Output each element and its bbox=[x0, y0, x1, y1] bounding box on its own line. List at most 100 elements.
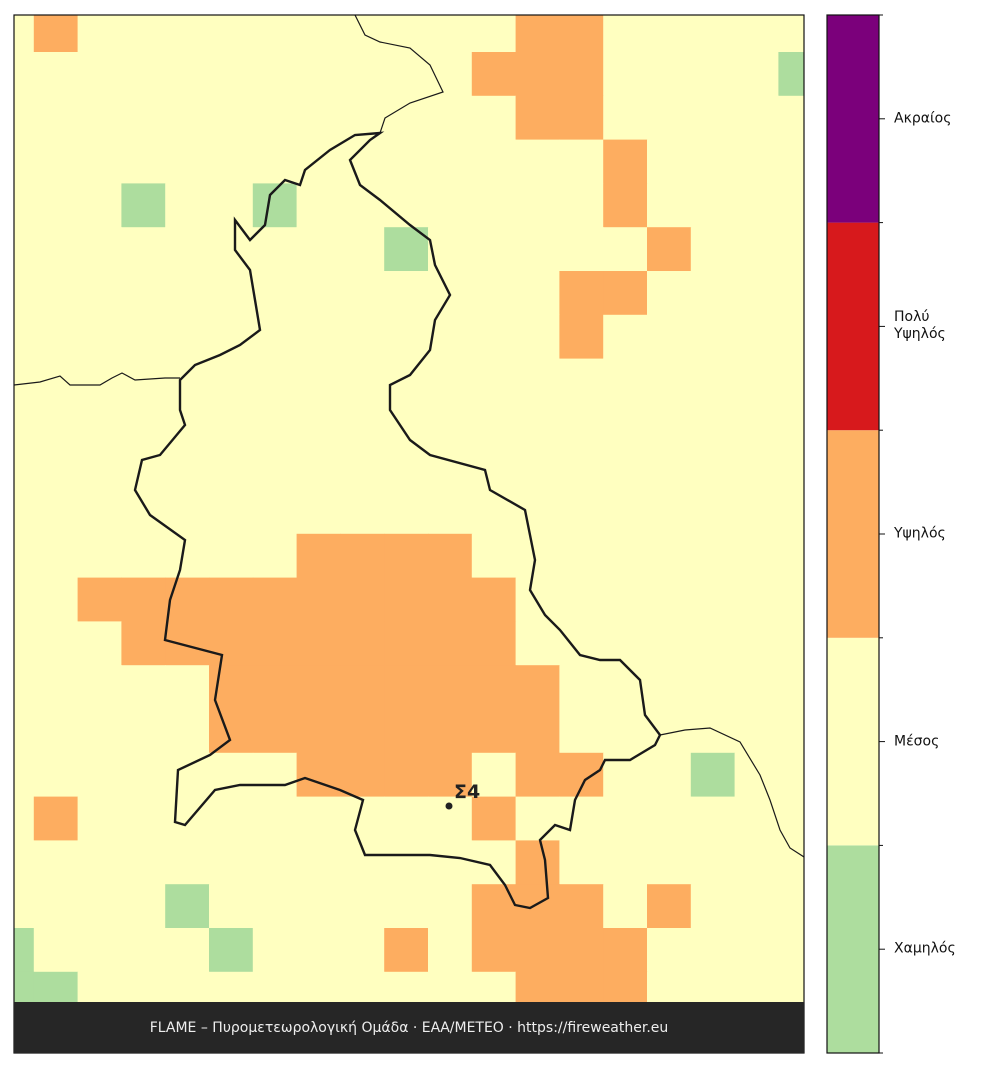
raster-cell bbox=[121, 52, 166, 97]
raster-cell bbox=[209, 95, 254, 141]
raster-cell bbox=[515, 446, 560, 491]
raster-cell bbox=[471, 227, 517, 272]
raster-cell bbox=[296, 402, 341, 447]
raster-cell bbox=[296, 15, 341, 53]
raster-cell bbox=[33, 314, 79, 360]
raster-cell bbox=[690, 446, 736, 491]
raster-cell bbox=[165, 358, 210, 403]
raster-cell bbox=[734, 271, 779, 316]
raster-cell bbox=[340, 665, 385, 710]
raster-cell bbox=[14, 15, 35, 53]
raster-cell bbox=[515, 402, 560, 447]
raster-cell bbox=[428, 928, 473, 973]
raster-cell bbox=[252, 665, 298, 710]
station-label: Σ4 bbox=[454, 781, 480, 803]
raster-cell bbox=[384, 139, 429, 184]
raster-cell bbox=[603, 577, 648, 622]
raster-cell bbox=[121, 314, 166, 360]
raster-cell bbox=[165, 183, 210, 228]
raster-cell bbox=[121, 577, 166, 622]
raster-cell bbox=[690, 665, 736, 710]
raster-cell bbox=[340, 577, 385, 622]
raster-cell bbox=[647, 446, 692, 491]
raster-cell bbox=[121, 490, 166, 535]
raster-cell bbox=[33, 183, 79, 228]
raster-cell bbox=[165, 928, 210, 973]
raster-cell bbox=[647, 271, 692, 316]
raster-cell bbox=[647, 840, 692, 885]
raster-cell bbox=[515, 621, 560, 666]
raster-cell bbox=[121, 183, 166, 228]
raster-cell bbox=[77, 490, 122, 535]
raster-cell bbox=[121, 15, 166, 53]
colorbar-label: Υψηλός bbox=[894, 525, 946, 542]
raster-cell bbox=[734, 358, 779, 403]
raster-cell bbox=[471, 314, 517, 360]
raster-cell bbox=[647, 227, 692, 272]
raster-cell bbox=[14, 446, 35, 491]
raster-cell bbox=[428, 752, 473, 798]
raster-cell bbox=[471, 796, 517, 841]
raster-cell bbox=[340, 709, 385, 754]
raster-cell bbox=[121, 139, 166, 184]
raster-cell bbox=[296, 183, 341, 228]
raster-cell bbox=[428, 665, 473, 710]
raster-cell bbox=[778, 15, 804, 53]
raster-cell bbox=[603, 490, 648, 535]
raster-cell bbox=[33, 796, 79, 841]
raster-cell bbox=[33, 709, 79, 754]
raster-cell bbox=[14, 314, 35, 360]
raster-cell bbox=[340, 928, 385, 973]
raster-cell bbox=[515, 840, 560, 885]
raster-cell bbox=[428, 971, 473, 1002]
raster-cell bbox=[14, 577, 35, 622]
raster-cell bbox=[165, 752, 210, 798]
raster-cell bbox=[647, 577, 692, 622]
raster-cell bbox=[384, 15, 429, 53]
raster-cell bbox=[165, 577, 210, 622]
raster-cell bbox=[340, 884, 385, 929]
raster-cell bbox=[209, 271, 254, 316]
raster-cell bbox=[471, 271, 517, 316]
raster-cell bbox=[515, 709, 560, 754]
raster-cell bbox=[165, 665, 210, 710]
raster-cell bbox=[296, 928, 341, 973]
raster-cell bbox=[14, 752, 35, 798]
raster-cell bbox=[734, 52, 779, 97]
raster-cell bbox=[384, 95, 429, 141]
raster-cell bbox=[603, 884, 648, 929]
raster-cell bbox=[252, 533, 298, 579]
raster-cell bbox=[734, 139, 779, 184]
raster-cell bbox=[603, 227, 648, 272]
raster-cell bbox=[515, 665, 560, 710]
raster-cell bbox=[778, 402, 804, 447]
raster-cell bbox=[515, 271, 560, 316]
raster-cell bbox=[778, 928, 804, 973]
raster-cell bbox=[77, 358, 122, 403]
raster-cell bbox=[252, 227, 298, 272]
raster-cell bbox=[471, 490, 517, 535]
raster-cell bbox=[340, 490, 385, 535]
raster-cell bbox=[33, 227, 79, 272]
raster-cell bbox=[296, 271, 341, 316]
raster-cell bbox=[33, 971, 79, 1002]
border-line bbox=[14, 372, 180, 386]
raster-cell bbox=[471, 358, 517, 403]
raster-cell bbox=[14, 665, 35, 710]
raster-cell bbox=[647, 533, 692, 579]
raster-cell bbox=[252, 971, 298, 1002]
raster-cell bbox=[515, 15, 560, 53]
raster-cell bbox=[77, 402, 122, 447]
raster-cell bbox=[603, 402, 648, 447]
raster-cell bbox=[515, 796, 560, 841]
raster-cell bbox=[121, 840, 166, 885]
raster-cell bbox=[559, 358, 604, 403]
raster-cell bbox=[471, 15, 517, 53]
raster-cell bbox=[690, 402, 736, 447]
raster-cell bbox=[252, 840, 298, 885]
raster-cell bbox=[428, 533, 473, 579]
raster-cell bbox=[471, 139, 517, 184]
raster-cell bbox=[603, 928, 648, 973]
colorbar-segment bbox=[827, 15, 879, 223]
raster-cell bbox=[384, 577, 429, 622]
